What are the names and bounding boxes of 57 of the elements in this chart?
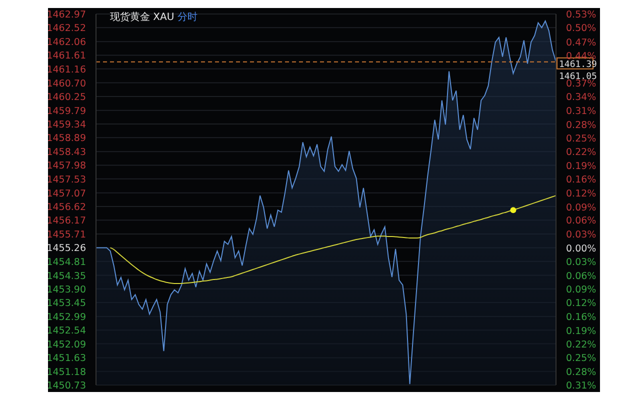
y2-tick-label: 0.00% [566,243,596,254]
y-tick-label: 1457.98 [46,160,86,172]
y-tick-label: 1459.34 [46,120,86,131]
y-tick-label: 1456.17 [46,216,86,227]
y-tick-label: 1461.16 [46,64,86,76]
y2-tick-label: 0.06% [566,216,596,227]
y2-tick-label: 0.06% [566,271,596,282]
y-tick-label: 1457.07 [46,188,86,200]
y2-tick-label: 0.16% [566,312,596,324]
y2-tick-label: 0.12% [566,188,596,200]
y-tick-label: 1462.06 [46,37,86,48]
y-tick-label: 1462.97 [46,10,86,20]
y-tick-label: 1452.54 [46,326,86,337]
y-tick-label: 1458.43 [46,147,86,158]
y2-tick-label: 0.50% [566,23,596,34]
y2-tick-label: 0.34% [566,92,596,103]
y-tick-label: 1452.09 [46,339,86,350]
y-tick-label: 1453.45 [46,298,86,310]
y2-tick-label: 0.22% [566,339,596,350]
y-tick-label: 1453.90 [46,284,86,296]
y-tick-label: 1454.81 [46,256,86,268]
y2-tick-label: 0.25% [566,133,596,144]
y2-tick-label: 0.19% [566,326,596,337]
y2-tick-label: 0.03% [566,256,596,268]
y-tick-label: 1460.25 [46,92,86,103]
y-tick-label: 1458.89 [46,133,86,144]
y-tick-label: 1460.70 [46,78,86,90]
chart-title: 现货黄金 XAU [110,12,174,23]
y-tick-label: 1451.63 [46,353,86,364]
y2-tick-label: 0.09% [566,202,596,214]
y2-tick-label: 0.53% [566,10,596,20]
y-tick-label: 1457.53 [46,174,86,186]
y2-tick-label: 0.37% [566,78,596,90]
y2-tick-label: 0.16% [566,174,596,186]
y-tick-label: 1459.79 [46,106,86,117]
y2-tick-label: 0.47% [566,37,596,48]
y-tick-label: 1455.71 [46,230,86,241]
y-tick-label: 1452.99 [46,312,86,323]
y-tick-label: 1451.18 [46,366,86,378]
y-tick-label: 1450.73 [46,380,86,392]
y2-tick-label: 0.31% [566,106,596,118]
y2-tick-label: 0.12% [566,298,596,310]
y2-tick-label: 0.19% [566,160,596,172]
y-tick-label: 1456.62 [46,202,86,213]
y2-tick-label: 0.28% [566,366,596,378]
y-tick-label: 1454.35 [46,270,86,282]
y-tick-label: 1462.52 [46,23,86,34]
y-tick-label: 1461.61 [46,50,86,62]
line-series [110,195,556,284]
chart-subtitle: 分时 [177,12,198,23]
y2-tick-label: 0.09% [566,284,596,296]
y2-tick-label: 0.22% [566,147,596,158]
y2-tick-label: 0.31% [566,380,596,392]
y2-tick-label: 0.28% [566,120,596,131]
y2-tick-label: 0.25% [566,353,596,364]
y2-tick-label: 0.03% [566,230,596,241]
y-tick-label: 1455.26 [46,243,86,254]
